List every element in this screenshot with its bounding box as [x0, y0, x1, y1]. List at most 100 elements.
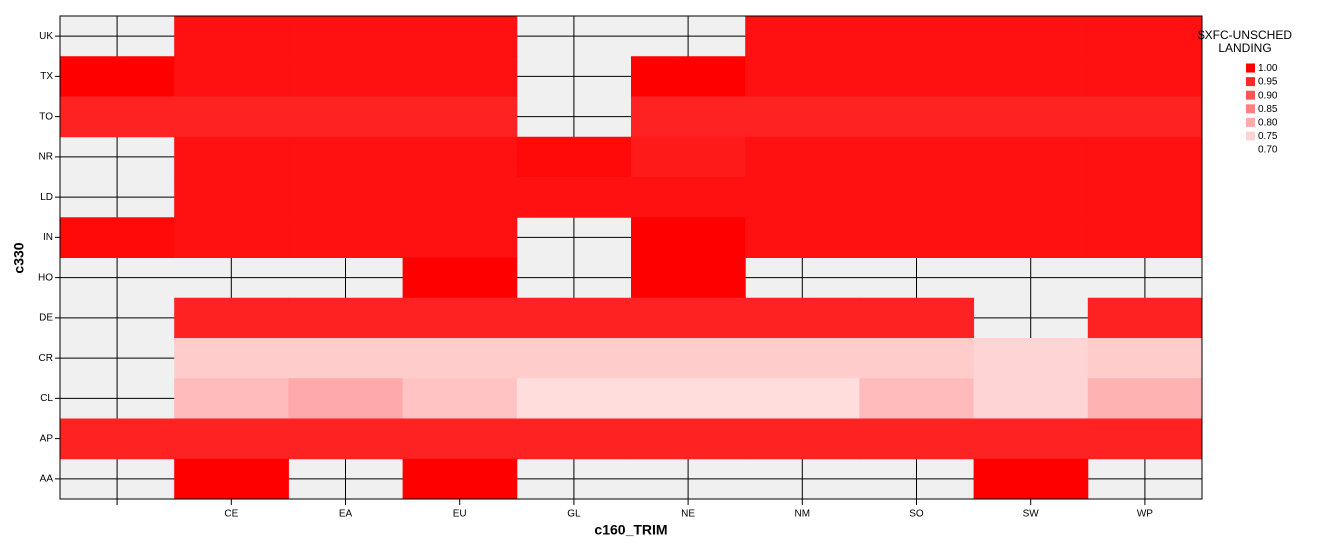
heatmap-cell	[288, 136, 404, 178]
heatmap-cell	[402, 458, 518, 500]
y-tick-label: LD	[40, 192, 53, 203]
heatmap-cell	[288, 177, 404, 218]
x-tick-label: GL	[567, 509, 581, 520]
legend-swatch	[1246, 63, 1255, 73]
heatmap-cell	[174, 297, 289, 339]
y-tick-label: AP	[40, 433, 54, 444]
legend-swatch	[1246, 104, 1255, 114]
legend-label: 0.80	[1258, 118, 1278, 129]
heatmap-cell	[631, 418, 746, 460]
heatmap-cell	[631, 338, 746, 379]
heatmap-cell	[859, 177, 975, 218]
heatmap-cell	[60, 96, 175, 138]
y-tick-label: TX	[40, 71, 53, 82]
heatmap-cell	[402, 217, 518, 258]
heatmap-cell	[859, 56, 975, 97]
legend-swatch	[1246, 145, 1255, 155]
heatmap-cell	[174, 16, 289, 57]
heatmap-cell	[516, 338, 632, 379]
heatmap-cell	[402, 418, 518, 460]
heatmap-cell	[745, 96, 860, 138]
heatmap-cell	[60, 56, 175, 97]
heatmap-cell	[859, 96, 975, 138]
heatmap-cell	[516, 177, 632, 218]
y-tick-label: HO	[38, 272, 53, 283]
heatmap-cell	[973, 136, 1089, 178]
heatmap-cell	[174, 96, 289, 138]
heatmap-cell	[288, 338, 404, 379]
x-tick-label: CE	[224, 509, 238, 520]
heatmap-cell	[1087, 217, 1203, 258]
heatmap-cell	[859, 217, 975, 258]
heatmap-cell	[745, 338, 860, 379]
heatmap-cell	[973, 177, 1089, 218]
heatmap-cell	[288, 418, 404, 460]
y-tick-label: NR	[39, 152, 53, 163]
heatmap-cell	[1087, 136, 1203, 178]
heatmap-cell	[973, 378, 1089, 419]
heatmap-cell	[1087, 96, 1203, 138]
heatmap-cell	[745, 297, 860, 339]
heatmap-cell	[973, 96, 1089, 138]
heatmap-cell	[859, 378, 975, 419]
heatmap-cell	[402, 257, 518, 299]
legend-label: 0.95	[1258, 77, 1278, 88]
heatmap-cell	[973, 217, 1089, 258]
heatmap-cell	[1087, 177, 1203, 218]
y-tick-label: CL	[40, 393, 53, 404]
x-tick-label: SW	[1023, 509, 1040, 520]
y-tick-label: UK	[39, 31, 53, 42]
heatmap-cell	[859, 16, 975, 57]
heatmap-cell	[631, 56, 746, 97]
heatmap-cell	[288, 56, 404, 97]
heatmap-cell	[402, 297, 518, 339]
heatmap-cell	[516, 378, 632, 419]
legend-title: $XFC-UNSCHED LANDING	[1197, 28, 1292, 55]
heatmap-cell	[174, 136, 289, 178]
legend-swatch	[1246, 117, 1255, 127]
heatmap-cell	[174, 418, 289, 460]
heatmap-cell	[745, 217, 860, 258]
heatmap-cell	[631, 297, 746, 339]
plot-frame	[59, 15, 1203, 500]
heatmap-cell	[174, 217, 289, 258]
heatmap-cell	[631, 378, 746, 419]
heatmap-cell	[1087, 338, 1203, 379]
x-tick-label: SO	[909, 509, 924, 520]
heatmap-cell	[174, 378, 289, 419]
x-axis-title: c160_TRIM	[594, 522, 667, 538]
heatmap-cell	[859, 418, 975, 460]
heatmap-cell	[859, 136, 975, 178]
heatmap-cell	[631, 257, 746, 299]
y-tick-label: DE	[39, 313, 53, 324]
heatmap-cell	[288, 96, 404, 138]
y-axis-title: c330	[11, 242, 27, 273]
legend-label: 0.75	[1258, 131, 1278, 142]
legend-label: 0.85	[1258, 104, 1278, 115]
legend-swatch	[1246, 90, 1255, 100]
heatmap-cell	[631, 96, 746, 138]
heatmap-cell	[1087, 56, 1203, 97]
heatmap-cell	[973, 418, 1089, 460]
heatmap-cell	[631, 177, 746, 218]
heatmap-cell	[516, 297, 632, 339]
heatmap-cell	[174, 56, 289, 97]
x-tick-label: EA	[339, 509, 353, 520]
heatmap-cell	[174, 338, 289, 379]
heatmap-cell	[631, 136, 746, 178]
x-tick-label: NE	[681, 509, 695, 520]
heatmap-cell	[1087, 418, 1203, 460]
y-tick-label: CR	[39, 353, 53, 364]
heatmap-cell	[60, 418, 175, 460]
heatmap-cell	[973, 338, 1089, 379]
legend-swatch	[1246, 77, 1255, 87]
legend-label: 0.70	[1258, 145, 1278, 156]
heatmap-cell	[631, 217, 746, 258]
heatmap-cell	[402, 378, 518, 419]
heatmap-cell	[288, 297, 404, 339]
y-tick-label: TO	[39, 111, 53, 122]
heatmap-cell	[174, 458, 289, 500]
heatmap-cell	[745, 56, 860, 97]
x-tick-label: WP	[1137, 509, 1153, 520]
